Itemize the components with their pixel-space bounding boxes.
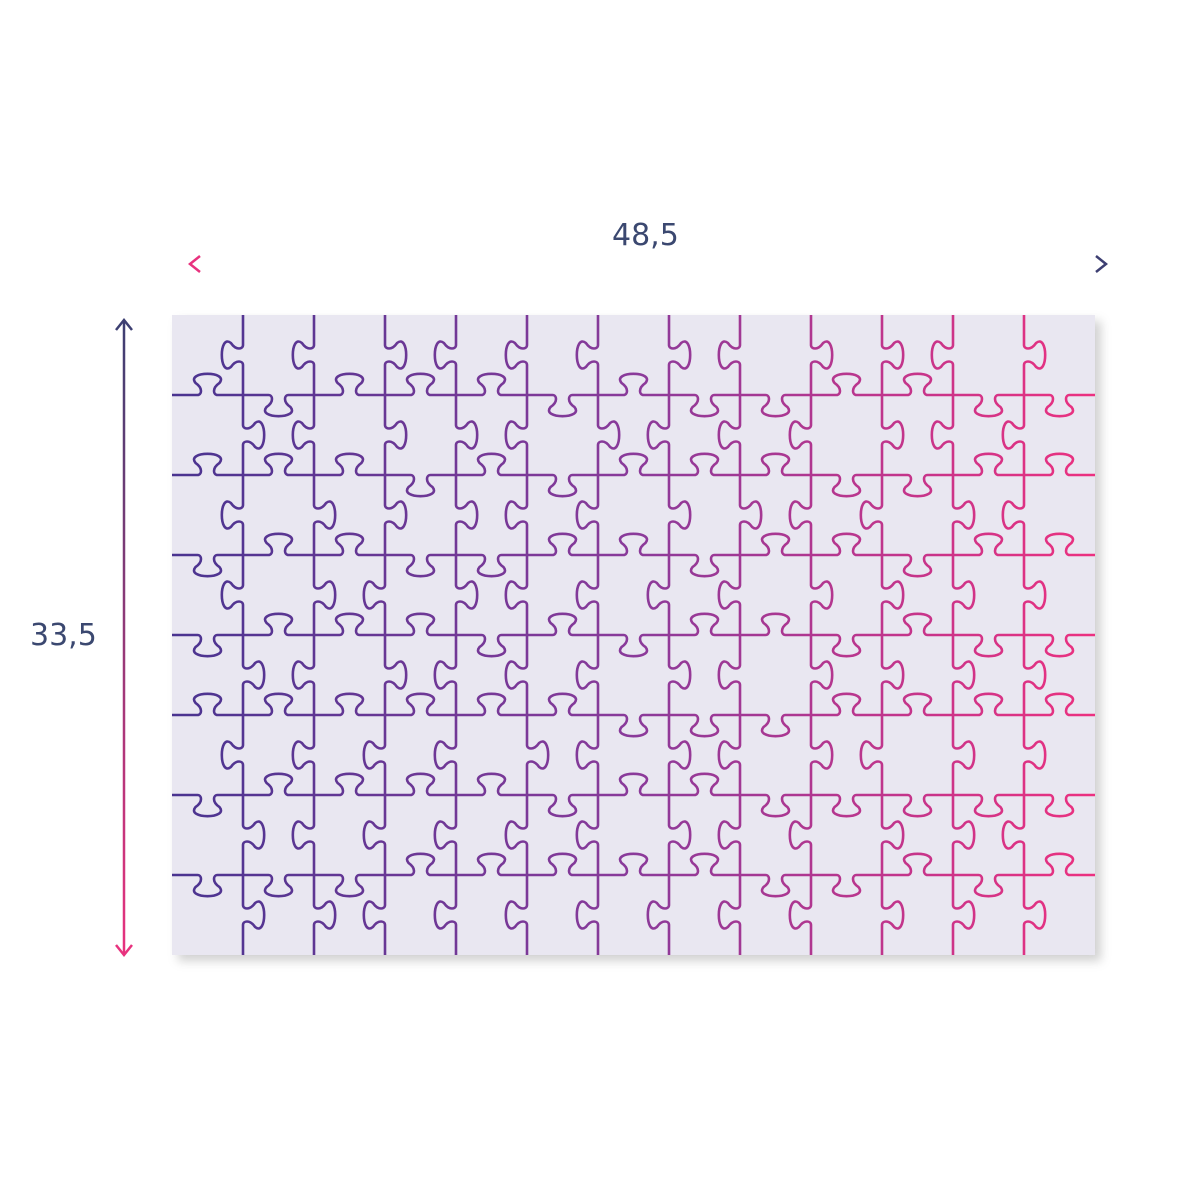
horizontal-cut-line xyxy=(172,612,1095,658)
horizontal-cut-line xyxy=(172,372,1095,418)
vertical-cut-line xyxy=(291,315,337,955)
width-label: 48,5 xyxy=(612,218,679,253)
vertical-cut-line xyxy=(433,315,479,955)
horizontal-cut-line xyxy=(172,692,1095,738)
vertical-cut-line xyxy=(788,315,834,955)
horizontal-cut-line xyxy=(172,532,1095,578)
puzzle-cut-lines xyxy=(172,315,1095,955)
vertical-cut-line xyxy=(220,315,266,955)
height-arrow xyxy=(115,317,133,958)
vertical-cut-line xyxy=(930,315,976,955)
height-label: 33,5 xyxy=(30,618,97,653)
vertical-cut-line xyxy=(504,315,550,955)
vertical-cut-line xyxy=(575,315,621,955)
vertical-cut-line xyxy=(646,315,692,955)
vertical-cut-line xyxy=(1001,315,1047,955)
horizontal-cut-line xyxy=(172,852,1095,898)
vertical-cut-line xyxy=(362,315,408,955)
horizontal-cut-line xyxy=(172,452,1095,498)
width-arrow xyxy=(187,255,1109,273)
vertical-cut-line xyxy=(717,315,763,955)
horizontal-cut-line xyxy=(172,772,1095,818)
vertical-cut-line xyxy=(859,315,905,955)
